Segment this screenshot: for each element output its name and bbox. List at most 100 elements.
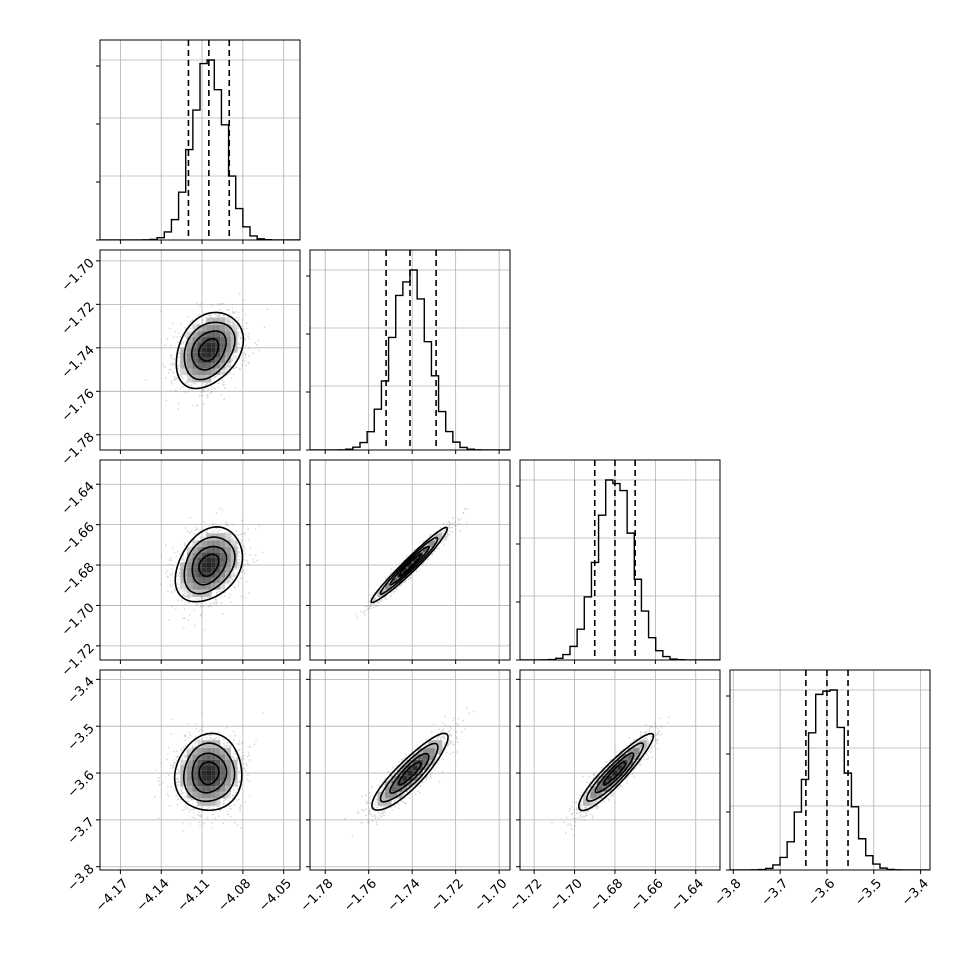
density-cell	[206, 589, 212, 597]
density-cell	[590, 786, 597, 792]
density-cell	[215, 546, 221, 553]
density-cell	[225, 562, 231, 568]
density-cell	[391, 786, 398, 792]
density-cell	[225, 325, 231, 332]
panel-2-1	[306, 459, 511, 664]
density-cell	[220, 577, 226, 584]
panel-frame	[519, 669, 721, 871]
density-cell	[402, 786, 408, 792]
density-cell	[206, 540, 212, 547]
density-cell	[211, 791, 216, 799]
density-cell	[197, 583, 202, 590]
density-cell	[186, 362, 193, 369]
contour-line	[371, 732, 449, 811]
density-cell	[206, 740, 212, 748]
density-cell	[206, 775, 212, 781]
density-cell	[225, 770, 231, 776]
density-cell	[211, 775, 216, 781]
density-cell	[201, 342, 207, 348]
density-cell	[215, 759, 221, 766]
density-cell	[206, 368, 212, 375]
panel-1-0: −1.70 −1.72 −1.74 −1.76 −1.78	[59, 249, 301, 469]
density-cell	[197, 331, 202, 338]
x-tick-label: −4.14	[134, 876, 173, 915]
density-cell	[385, 798, 392, 806]
density-cell	[211, 747, 216, 755]
density-cell	[225, 342, 231, 348]
density-cell	[206, 786, 212, 792]
x-tick-label: −4.08	[215, 876, 254, 915]
density-cell	[180, 352, 187, 358]
density-cell	[428, 540, 435, 547]
density-cell	[186, 342, 193, 348]
density-cell	[225, 552, 231, 558]
density-cell	[180, 765, 187, 771]
contour-line	[190, 330, 227, 371]
density-cell	[201, 325, 207, 332]
density-cell	[201, 770, 207, 776]
density-cell	[220, 552, 226, 558]
density-cell	[215, 747, 221, 755]
x-tick-label: −3.5	[852, 876, 885, 909]
y-tick-label: −1.68	[59, 560, 98, 599]
density-cell	[192, 368, 198, 375]
density-cell	[180, 357, 187, 363]
density-cell	[201, 765, 207, 771]
density-cell	[197, 747, 202, 755]
density-cell	[225, 754, 231, 760]
density-cell	[225, 352, 231, 358]
density-cell	[434, 747, 443, 755]
density-cell	[397, 765, 403, 771]
density-cell	[633, 740, 640, 748]
contour-line	[379, 742, 439, 803]
density-cell	[206, 747, 212, 755]
density-cell	[192, 331, 198, 338]
density-cell	[180, 368, 187, 375]
density-cell	[385, 786, 392, 792]
density-cell	[186, 557, 193, 563]
density-cell	[186, 577, 193, 584]
density-cell	[197, 552, 202, 558]
density-cell	[225, 791, 231, 799]
density-cell	[197, 368, 202, 375]
density-cell	[230, 540, 238, 547]
density-cell	[220, 540, 226, 547]
x-tick-label: −3.6	[805, 876, 838, 909]
density-cell	[197, 791, 202, 799]
density-cell	[220, 754, 226, 760]
y-tick-label: −1.64	[59, 479, 98, 518]
density-cell	[220, 347, 226, 353]
panel-frame	[99, 459, 301, 661]
x-tick-label: −1.72	[428, 876, 467, 915]
contour-line	[594, 752, 635, 794]
density-cell	[220, 759, 226, 766]
contour-line	[577, 732, 655, 812]
density-cell	[225, 533, 231, 541]
density-cell	[225, 362, 231, 369]
density-cell	[412, 759, 418, 766]
density-cell	[596, 786, 603, 792]
density-cell	[192, 567, 198, 573]
density-cell	[215, 798, 221, 806]
contour-line	[183, 742, 236, 803]
density-cell	[215, 577, 221, 584]
density-cell	[612, 770, 618, 776]
x-tick-label: −1.72	[507, 876, 546, 915]
density-cell	[192, 552, 198, 558]
density-cell	[402, 567, 408, 573]
density-cell	[397, 780, 403, 787]
density-cell	[186, 368, 193, 375]
density-cell	[215, 317, 221, 326]
density-cell	[583, 791, 591, 799]
density-cell	[230, 337, 238, 343]
density-cell	[192, 572, 198, 578]
density-cell	[385, 791, 392, 799]
density-cell	[206, 352, 212, 358]
density-cell	[583, 798, 591, 806]
density-cell	[192, 786, 198, 792]
density-cell	[197, 374, 202, 383]
density-cell	[201, 562, 207, 568]
density-cell	[225, 747, 231, 755]
density-cell	[397, 775, 403, 781]
density-cell	[230, 325, 238, 332]
